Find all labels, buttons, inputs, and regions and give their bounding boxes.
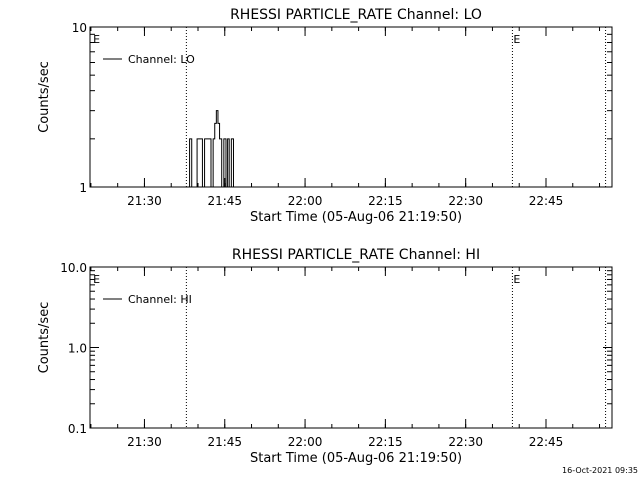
x-axis-label: Start Time (05-Aug-06 21:19:50) (250, 451, 462, 466)
x-tick-label: 21:30 (127, 435, 162, 449)
y-axis-label: Counts/sec (37, 61, 52, 133)
x-axis-label: Start Time (05-Aug-06 21:19:50) (250, 210, 462, 225)
x-tick-label: 22:00 (288, 435, 323, 449)
chart-title: RHESSI PARTICLE_RATE Channel: HI (232, 247, 480, 263)
chart-title: RHESSI PARTICLE_RATE Channel: LO (230, 7, 482, 23)
x-tick-label: 21:45 (207, 435, 242, 449)
chart-panel-1: RHESSI PARTICLE_RATE Channel: LO 21:30 21:… (37, 7, 613, 225)
x-tick-label: 22:45 (529, 194, 564, 208)
plot-frame (89, 266, 613, 429)
x-tick-label: 22:15 (368, 435, 403, 449)
footer-timestamp: 16-Oct-2021 09:35 (562, 466, 638, 475)
event-marker-label: E (513, 33, 520, 46)
y-tick-label: 10.0 (60, 261, 87, 275)
y-axis-label: Counts/sec (37, 302, 52, 374)
y-tick-label: 10 (72, 21, 87, 35)
event-marker-label: E (513, 273, 520, 286)
series-line (187, 110, 236, 188)
event-marker-label: E (93, 33, 100, 46)
x-tick-label: 22:30 (448, 435, 483, 449)
x-tick-label: 22:45 (529, 435, 564, 449)
x-tick-label: 22:15 (368, 194, 403, 208)
y-tick-label: 1 (79, 181, 87, 195)
x-tick-label: 22:00 (288, 194, 323, 208)
x-tick-label: 21:30 (127, 194, 162, 208)
x-tick-label: 22:30 (448, 194, 483, 208)
x-tick-label: 21:45 (207, 194, 242, 208)
y-tick-label: 1.0 (68, 342, 87, 356)
legend-entry: Channel: HI (128, 293, 192, 306)
y-tick-label: 0.1 (68, 422, 87, 436)
legend-entry: Channel: LO (128, 53, 195, 66)
event-marker-label: E (93, 273, 100, 286)
plot-frame (89, 26, 613, 188)
chart-panel-2: RHESSI PARTICLE_RATE Channel: HI 21:30 21:… (37, 247, 613, 466)
